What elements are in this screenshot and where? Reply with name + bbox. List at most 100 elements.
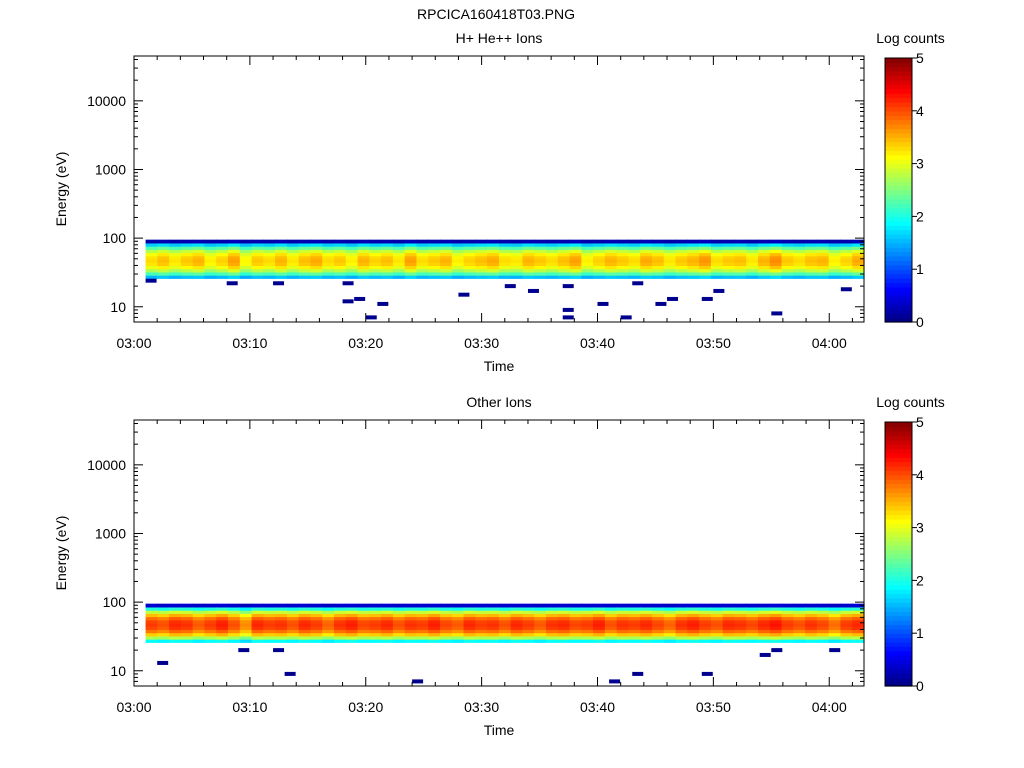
heatmap-cell (758, 626, 771, 631)
heatmap-cell (557, 249, 571, 254)
heatmap-cell (239, 239, 253, 244)
x-tick-label: 03:10 (232, 335, 267, 351)
heatmap-cell (440, 265, 453, 270)
heatmap-cell (828, 610, 842, 614)
colorbar-segment (885, 256, 912, 261)
heatmap-cell (169, 275, 182, 279)
heatmap-cell (428, 249, 441, 254)
heatmap-cell (357, 246, 370, 250)
heatmap-cell (557, 629, 571, 634)
heatmap-cell (392, 632, 406, 637)
heatmap-cell (334, 255, 347, 260)
heatmap-cell (546, 255, 559, 260)
heatmap-cell (675, 629, 688, 634)
heatmap-cell (286, 255, 300, 260)
heatmap-cell (145, 616, 158, 621)
heatmap-cell (392, 629, 406, 634)
colorbar-segment (885, 242, 912, 248)
heatmap-cell (534, 242, 547, 247)
heatmap-cell (840, 606, 853, 611)
heatmap-cell (675, 632, 688, 637)
colorbar-segment (885, 71, 912, 77)
heatmap-cell (581, 629, 594, 634)
heatmap-cell (298, 639, 312, 643)
heatmap-cell (192, 622, 206, 627)
heatmap-cell (793, 265, 806, 270)
heatmap-cell (593, 619, 606, 624)
heatmap-cell (546, 262, 559, 267)
heatmap-cell (510, 603, 524, 608)
heatmap-cell (699, 246, 712, 250)
heatmap-cell (840, 271, 853, 276)
colorbar-segment (885, 194, 912, 200)
heatmap-cell (805, 610, 818, 614)
heatmap-cell (251, 619, 264, 624)
heatmap-cell (345, 639, 359, 643)
heatmap-cell (286, 622, 300, 627)
heatmap-cell (816, 629, 830, 634)
heatmap-cell (616, 275, 630, 279)
heatmap-cell (451, 239, 465, 244)
heatmap-cell (228, 616, 241, 621)
heatmap-cell (628, 619, 641, 624)
heatmap-cell (557, 258, 571, 263)
heatmap-cell (381, 252, 394, 257)
heatmap-cell (180, 242, 194, 247)
heatmap-cell (852, 255, 865, 260)
heatmap-cell (404, 626, 418, 631)
heatmap-cell (251, 239, 264, 244)
heatmap-cell (404, 271, 418, 276)
heatmap-cell (710, 239, 724, 244)
heatmap-cell (534, 252, 547, 257)
heatmap-cell (522, 603, 535, 608)
heatmap-cell (640, 606, 653, 611)
colorbar-segment (885, 102, 912, 107)
heatmap-cell (310, 619, 323, 624)
heatmap-cell (534, 265, 547, 270)
heatmap-cell (699, 629, 712, 634)
heatmap-cell (204, 639, 217, 643)
heatmap-cell (310, 252, 323, 257)
count-point (562, 307, 574, 312)
heatmap-cell (145, 249, 158, 254)
heatmap-cell (722, 616, 736, 621)
heatmap-cell (510, 258, 524, 263)
heatmap-cell (487, 239, 500, 244)
x-tick-label: 03:50 (696, 699, 731, 715)
heatmap-cell (145, 632, 158, 637)
heatmap-cell (805, 622, 818, 627)
heatmap-cell (663, 639, 677, 643)
colorbar-segment (885, 496, 912, 502)
heatmap-cell (369, 632, 382, 637)
heatmap-cell (816, 246, 830, 250)
heatmap-cell (298, 632, 312, 637)
heatmap-cell (275, 619, 288, 624)
heatmap-cell (628, 639, 641, 643)
heatmap-cell (758, 275, 771, 279)
heatmap-cell (604, 258, 618, 263)
heatmap-cell (628, 252, 641, 257)
heatmap-cell (581, 255, 594, 260)
heatmap-cell (487, 265, 500, 270)
colorbar-tick-label: 2 (916, 208, 924, 224)
heatmap-cell (758, 610, 771, 614)
heatmap-cell (557, 252, 571, 257)
heatmap-cell (769, 249, 783, 254)
colorbar-segment (885, 212, 912, 217)
heatmap-cell (616, 271, 630, 276)
heatmap-cell (546, 635, 559, 640)
heatmap-cell (381, 616, 394, 621)
heatmap-cell (310, 606, 323, 611)
heatmap-cell (734, 246, 747, 250)
heatmap-cell (675, 255, 688, 260)
heatmap-cell (239, 262, 253, 267)
count-point (759, 652, 771, 657)
heatmap-cell (534, 606, 547, 611)
heatmap-cell (546, 639, 559, 643)
heatmap-cell (557, 635, 571, 640)
heatmap-cell (192, 246, 206, 250)
heatmap-cell (169, 265, 182, 270)
heatmap-cell (604, 603, 618, 608)
